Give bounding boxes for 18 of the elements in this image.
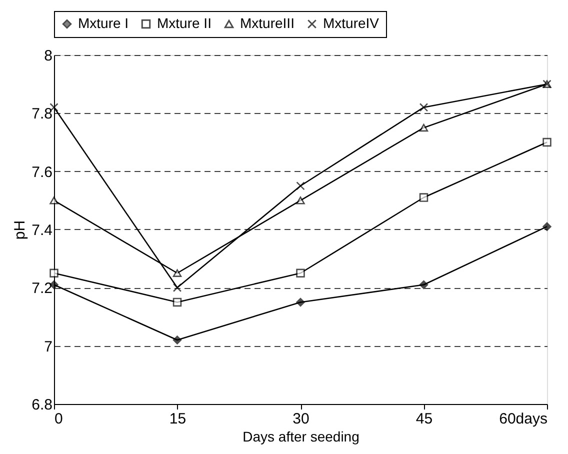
legend-label: MxtureIII [240, 15, 294, 31]
x-tick-label: 15 [169, 410, 186, 428]
y-tick-label: 7.4 [32, 222, 52, 239]
x-tick-label: 60days [499, 410, 548, 428]
x-axis-title: Days after seeding [242, 428, 360, 444]
y-tick-label: 7.8 [32, 106, 52, 123]
x-tick-label: 30 [292, 410, 310, 428]
y-tick-label: 7.6 [32, 164, 52, 181]
y-axis-title: pH [12, 220, 29, 240]
y-tick-label: 7 [44, 338, 52, 356]
y-tick-label: 6.8 [32, 396, 52, 414]
legend-label: Mxture II [157, 15, 212, 31]
x-tick-label: 0 [54, 410, 63, 428]
legend-label: Mxture I [78, 15, 129, 31]
y-tick-label: 7.2 [32, 280, 52, 298]
legend-label: MxtureIV [323, 15, 380, 31]
y-tick-label: 8 [44, 48, 52, 64]
x-tick-label: 45 [416, 410, 433, 428]
